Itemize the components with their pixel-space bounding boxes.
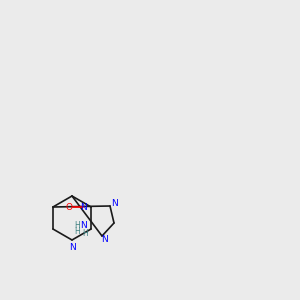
Text: N: N (100, 236, 107, 244)
Text: N: N (69, 244, 75, 253)
Text: N: N (80, 221, 86, 230)
Text: N: N (80, 202, 86, 211)
Text: H: H (82, 229, 88, 238)
Text: H: H (74, 221, 80, 230)
Text: H: H (74, 227, 80, 236)
Text: N: N (111, 199, 117, 208)
Text: O: O (66, 202, 73, 211)
